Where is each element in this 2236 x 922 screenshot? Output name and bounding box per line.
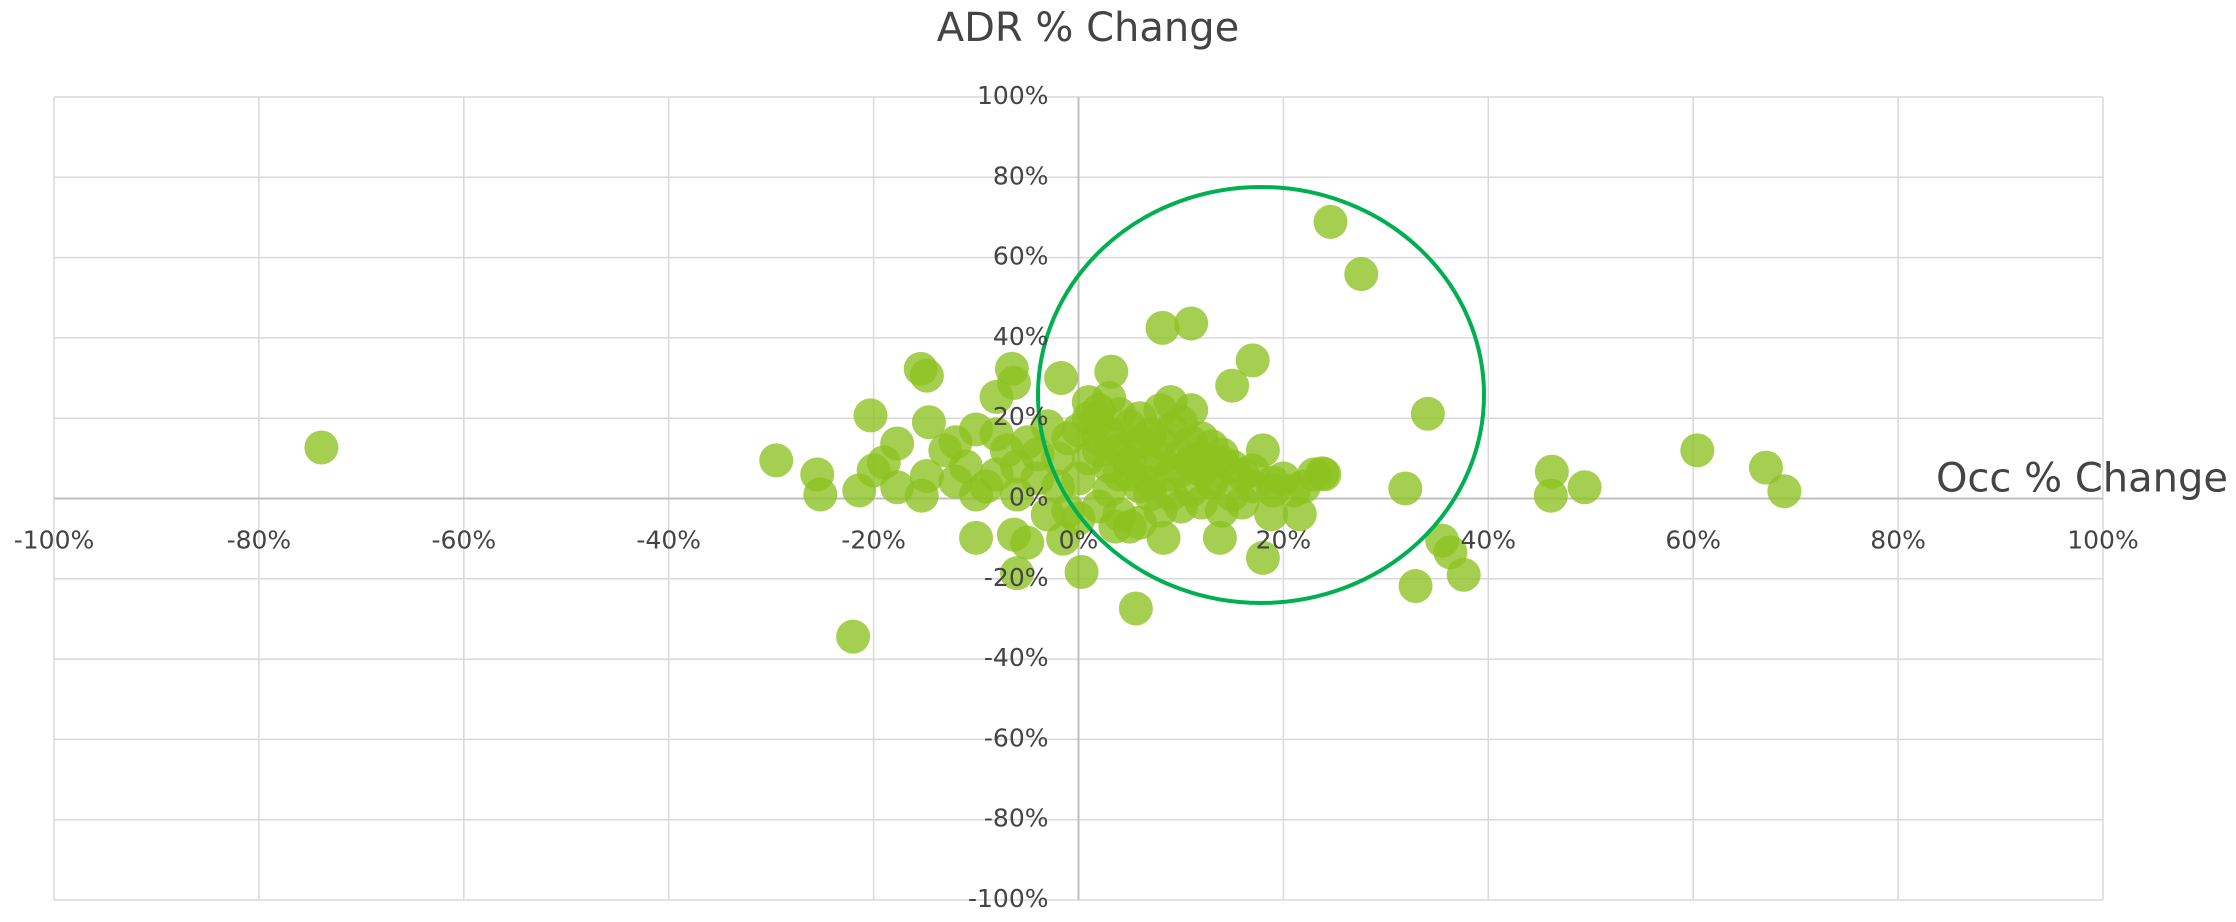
- point: [959, 520, 994, 555]
- point: [1215, 368, 1250, 403]
- y-tick-label: -80%: [984, 804, 1049, 833]
- x-tick-label: 100%: [2067, 526, 2138, 555]
- point: [1567, 470, 1602, 505]
- point: [304, 430, 339, 465]
- point: [959, 477, 994, 512]
- y-tick-label: 100%: [977, 81, 1048, 110]
- chart-title: ADR % Change: [937, 5, 1240, 51]
- x-tick-label: -80%: [227, 526, 292, 555]
- point: [1235, 343, 1270, 378]
- point: [1145, 310, 1180, 345]
- y-tick-label: -100%: [968, 884, 1049, 913]
- point: [1680, 433, 1715, 468]
- point: [1313, 204, 1348, 239]
- y-tick-label: 80%: [993, 161, 1049, 190]
- point: [1044, 361, 1079, 396]
- point: [911, 405, 946, 440]
- point: [938, 425, 973, 460]
- point: [1767, 474, 1802, 509]
- x-tick-label: 20%: [1256, 526, 1312, 555]
- point: [1094, 354, 1129, 389]
- point: [996, 365, 1031, 400]
- point: [1748, 450, 1783, 485]
- point: [1398, 569, 1433, 604]
- x-tick-label: 80%: [1870, 526, 1926, 555]
- point: [836, 619, 871, 654]
- point: [1410, 396, 1445, 431]
- point: [1225, 485, 1260, 520]
- point: [1071, 385, 1106, 420]
- point: [1118, 591, 1153, 626]
- y-tick-label: 60%: [993, 242, 1049, 271]
- x-tick-label: 40%: [1461, 526, 1517, 555]
- x-tick-label: -20%: [841, 526, 906, 555]
- point: [909, 459, 944, 494]
- points: [304, 204, 1802, 654]
- point: [1010, 525, 1045, 560]
- point: [1092, 417, 1127, 452]
- x-tick-label: -100%: [14, 526, 95, 555]
- point: [1174, 306, 1209, 341]
- point: [1184, 441, 1219, 476]
- point: [803, 477, 838, 512]
- x-tick-label: 0%: [1059, 526, 1099, 555]
- highlight-circle: [1036, 185, 1486, 605]
- y-tick-label: 40%: [993, 322, 1049, 351]
- point: [759, 443, 794, 478]
- point: [1133, 477, 1168, 512]
- point: [1533, 478, 1568, 513]
- x-tick-label: -60%: [432, 526, 497, 555]
- y-tick-label: -40%: [984, 643, 1049, 672]
- labels: -100% -80% -60% -40% -20% 0% 20% 40% 60% 80% 100% -…: [14, 81, 2228, 913]
- point: [1388, 471, 1423, 506]
- y-tick-label: 0%: [1009, 483, 1049, 512]
- point: [1245, 540, 1280, 575]
- x-tick-label: 60%: [1665, 526, 1721, 555]
- y-tick-label: 20%: [993, 402, 1049, 431]
- y-tick-label: -60%: [984, 723, 1049, 752]
- point: [1307, 457, 1342, 492]
- point: [1064, 554, 1099, 589]
- point: [1534, 454, 1569, 489]
- point: [1446, 557, 1481, 592]
- point: [909, 358, 944, 393]
- x-axis-title: Occ % Change: [1936, 456, 2228, 502]
- y-tick-label: -20%: [984, 563, 1049, 592]
- point: [979, 417, 1014, 452]
- point: [1344, 257, 1379, 292]
- point: [1202, 520, 1237, 555]
- x-tick-label: -40%: [636, 526, 701, 555]
- point: [1000, 556, 1035, 591]
- point: [880, 426, 915, 461]
- point: [853, 398, 888, 433]
